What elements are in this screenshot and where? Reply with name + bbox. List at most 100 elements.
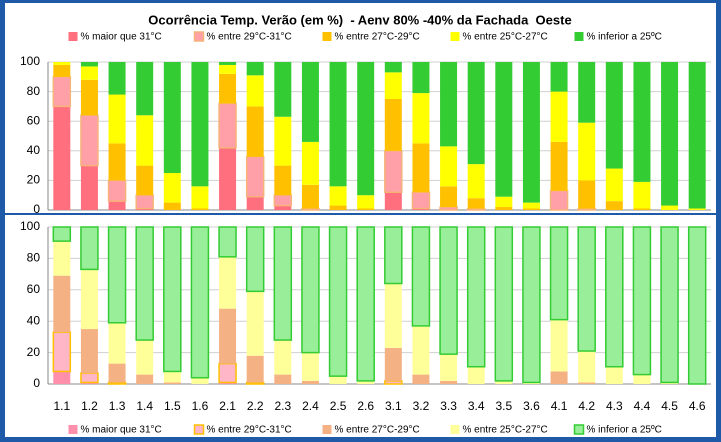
bar-segment	[80, 79, 98, 116]
bar-segment	[163, 62, 181, 173]
bar-segment	[136, 374, 154, 384]
bar-segment	[274, 205, 292, 210]
x-tick-label: 4.6	[689, 399, 706, 413]
bar-segment	[384, 380, 403, 385]
bar-segment	[274, 62, 292, 117]
bar-segment	[522, 226, 541, 384]
bar-segment	[440, 146, 458, 187]
bar-segment	[219, 147, 237, 210]
bar-segment	[329, 205, 347, 210]
bar-segment	[53, 371, 71, 384]
y-tick-label: 80	[27, 84, 41, 98]
bar-segment	[245, 381, 265, 385]
bar-segment	[218, 362, 237, 384]
bar-segment	[384, 72, 402, 99]
bar-segment	[246, 106, 264, 157]
bar-segment	[274, 116, 292, 166]
x-tick-label: 3.2	[413, 399, 430, 413]
legend-swatch	[322, 32, 332, 41]
bar-segment	[439, 226, 458, 355]
bar-segment	[52, 331, 72, 373]
bar-segment	[80, 66, 98, 80]
y-tick-label: 0	[33, 376, 40, 390]
bar-segment	[191, 208, 209, 210]
bar-segment	[301, 380, 319, 384]
bar-segment	[246, 355, 264, 383]
bar-segment	[245, 155, 265, 198]
bar-segment	[357, 208, 375, 210]
bar-segment	[661, 62, 679, 206]
bar-segment	[384, 192, 402, 210]
x-tick-label: 1.3	[109, 399, 126, 413]
bar-segment	[108, 201, 126, 210]
bar-segment	[440, 62, 458, 147]
bar-segment	[53, 64, 71, 77]
bar-segment	[80, 62, 98, 67]
legend-swatch	[193, 424, 205, 435]
bar-segment	[632, 226, 652, 376]
bar-segment	[191, 62, 209, 187]
bar-segment	[412, 143, 430, 193]
bar-segment	[633, 208, 651, 210]
bar-segment	[246, 62, 264, 76]
bar-segment	[550, 371, 568, 384]
legend-swatch	[193, 31, 205, 42]
bar-segment	[522, 62, 540, 203]
legend-swatch	[450, 425, 460, 434]
bar-segment	[274, 340, 292, 375]
legend-label: % maior que 31°C	[81, 425, 162, 436]
bar-segment	[246, 196, 264, 210]
legend-label: % entre 29°C-31°C	[207, 425, 292, 436]
x-tick-label: 2.6	[357, 399, 374, 413]
legend-swatch	[574, 32, 584, 41]
bar-segment	[466, 207, 486, 211]
bar-segment	[467, 366, 485, 384]
x-tick-label: 1.6	[192, 399, 209, 413]
y-tick-label: 80	[27, 251, 41, 265]
bar-segment	[550, 62, 568, 92]
bar-segment	[274, 165, 292, 196]
legend-swatch	[322, 425, 332, 434]
bar-segment	[273, 226, 293, 341]
bar-segment	[329, 62, 347, 187]
legend-swatch	[68, 32, 78, 41]
bar-segment	[273, 194, 293, 207]
bar-segment	[577, 226, 596, 352]
bar-segment	[687, 226, 707, 385]
bar-segment	[107, 179, 127, 202]
legend-swatch	[573, 424, 585, 435]
x-tick-label: 2.1	[219, 399, 236, 413]
bar-segment	[549, 226, 569, 321]
bar-segment	[578, 351, 596, 383]
bar-segment	[467, 164, 485, 199]
bar-segment	[218, 226, 237, 258]
bar-segment	[219, 308, 237, 364]
bar-segment	[328, 226, 348, 377]
x-tick-label: 4.2	[578, 399, 595, 413]
bar-segment	[412, 62, 430, 94]
bar-segment	[495, 196, 513, 208]
bar-segment	[53, 241, 71, 276]
bar-segment	[219, 256, 237, 309]
bar-segment	[219, 382, 237, 384]
bar-segment	[80, 226, 99, 271]
bar-segment	[440, 186, 458, 208]
bar-segment	[495, 380, 513, 384]
bar-segment	[136, 62, 154, 116]
bar-segment	[578, 180, 596, 209]
x-tick-label: 4.4	[634, 399, 651, 413]
bar-segment	[467, 62, 485, 165]
bar-segment	[108, 322, 126, 364]
legend-label: % entre 29°C-31°C	[207, 32, 292, 43]
bar-segment	[356, 226, 375, 382]
bar-segment	[605, 201, 623, 210]
legend-label: % inferior a 25ºC	[587, 425, 662, 436]
legend-label: % entre 27°C-29°C	[335, 425, 420, 436]
bar-segment	[577, 207, 596, 211]
bar-segment	[522, 202, 540, 209]
x-tick-label: 1.5	[164, 399, 181, 413]
bar-segment	[80, 165, 98, 210]
x-tick-label: 3.6	[523, 399, 540, 413]
legend-label: % entre 27°C-29°C	[335, 32, 420, 43]
